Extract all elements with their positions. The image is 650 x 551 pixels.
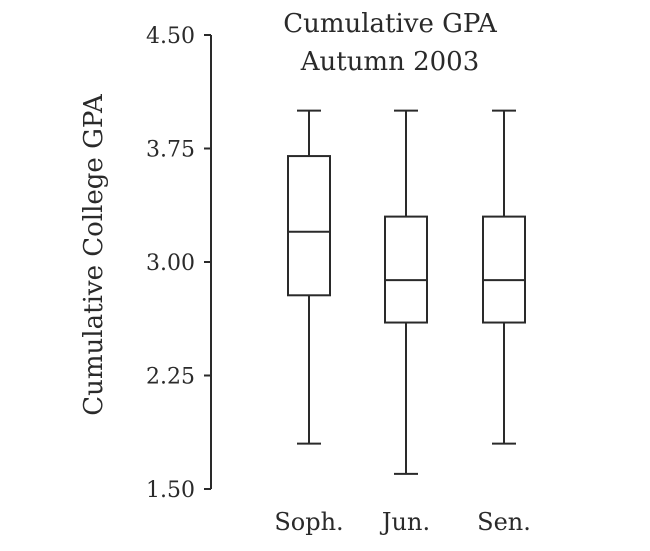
chart-title: Cumulative GPA xyxy=(283,9,498,39)
box-plot-jun xyxy=(384,109,428,475)
y-axis-ticks: 4.50 3.75 3.00 2.25 1.50 xyxy=(146,24,211,503)
box-plot-soph xyxy=(287,109,331,445)
iqr-box xyxy=(482,215,526,324)
y-tick-label: 3.75 xyxy=(146,138,195,163)
y-tick-label: 3.00 xyxy=(146,251,195,276)
y-tick-label: 1.50 xyxy=(146,478,195,503)
category-labels: Soph. Jun. Sen. xyxy=(274,508,531,536)
iqr-box xyxy=(384,215,428,324)
category-label: Sen. xyxy=(477,508,531,536)
y-axis-label: Cumulative College GPA xyxy=(79,93,109,416)
chart-subtitle: Autumn 2003 xyxy=(300,47,480,77)
y-tick-label: 2.25 xyxy=(146,365,195,390)
box-plot-sen xyxy=(482,109,526,445)
category-label: Jun. xyxy=(379,508,430,536)
iqr-box xyxy=(287,155,331,297)
y-tick-label: 4.50 xyxy=(146,24,195,49)
box-plots xyxy=(287,109,526,475)
category-label: Soph. xyxy=(274,508,343,536)
